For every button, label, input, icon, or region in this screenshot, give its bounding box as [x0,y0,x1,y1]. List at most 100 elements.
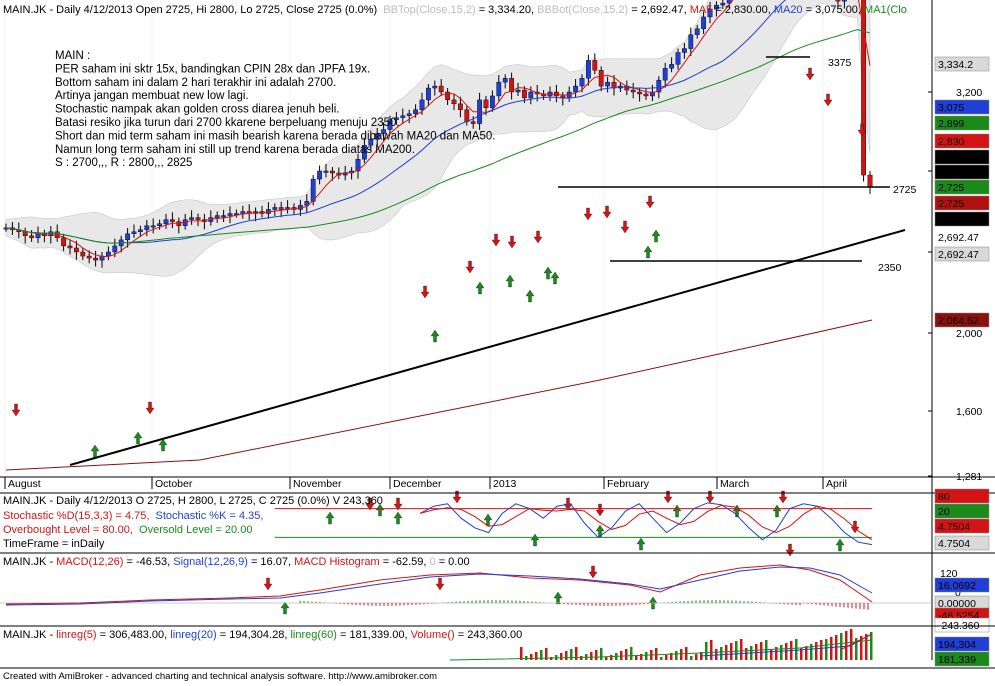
svg-text:MAIN.JK - MACD(12,26): MAIN.JK - MACD(12,26) = -46.53, Signal(1… [3,556,470,568]
stochastic-pane [275,502,873,546]
price-tag-label: 2,725 [938,152,964,164]
candle-body [272,207,278,210]
candle-body [842,0,847,2]
svg-text:MAIN.JK - Daily 4/12/2013 Open: MAIN.JK - Daily 4/12/2013 Open 2725, Hi … [3,4,907,16]
candle-body [656,79,662,93]
sell-arrow-icon [507,235,517,249]
candle-body [93,257,99,261]
candle-body [592,60,598,71]
stoch-d-label: Stochastic %D(15,3,3) = 4.75, [3,510,149,522]
svg-text:Stochastic %D(15,3,3) = 4.75,: Stochastic %D(15,3,3) = 4.75, Stochastic… [3,510,263,522]
candle-body [637,91,643,95]
bbbot-label: BBBot(Close,15,2) [537,4,628,16]
price-tick-label: 3,200 [956,87,982,99]
candle-body [496,81,502,97]
ma20-label: MA20 [774,4,803,16]
candle-body [355,158,361,172]
note-line-5: Batasi resiko jika turun dari 2700 kkare… [55,117,400,129]
price-tag-bg [934,312,990,328]
candle-body [470,121,476,124]
lr60-value: = 181,339.00, [340,629,411,641]
candle-body [381,129,386,134]
buy-arrow-icon [158,438,168,452]
stoch-os-label: Oversold Level = 20.00 [139,524,252,536]
candle-body [707,8,713,18]
price-tag-bg [934,149,990,165]
sell-arrow-icon [785,543,795,557]
candle-body [227,213,233,216]
volume-bar [735,641,738,660]
candle-body [125,233,131,241]
price-tick-label: 2,000 [956,328,982,340]
volume-bar [745,648,748,660]
volume-bar [785,643,788,660]
candle-body [835,0,841,2]
sell-arrow-icon [705,490,715,504]
candle-body [394,117,399,120]
price-tag-label: 3,075 [938,102,964,114]
date-tick-label: December [393,478,442,490]
volume-bar [655,648,658,660]
bollinger-band-area [5,0,871,277]
lr20-label: linreg(20) [170,629,216,641]
volume-bar [665,655,668,660]
sell-arrow-icon [263,577,273,591]
volume-bar [855,638,858,660]
candle-body [669,64,675,69]
candle-body [374,133,380,140]
volume-bar [805,646,808,660]
volume-bar [605,657,608,660]
date-tick-label: August [8,478,41,490]
candle-body [221,215,226,218]
price-tag-bg [934,195,990,211]
stoch-tf-label: TimeFrame = inDaily [3,538,105,550]
volume-tag-label: 194,304 [938,639,976,651]
ma5-label: MA5 [690,4,713,16]
candle-body [368,139,374,146]
bbbot-value: = 2,692.47, [631,4,689,16]
macd-tick-120: 120 [940,568,958,580]
zero-value: = 0.00 [439,556,470,568]
sell-arrow-icon [857,123,867,137]
volume-bar [860,636,863,660]
candle-body [515,89,521,93]
sell-arrow-icon [778,490,788,504]
macd-tick-0: 0 [955,587,961,599]
candle-body [86,255,92,259]
candle-body [426,87,431,101]
date-tick-label: April [826,478,847,490]
stoch-tag-label: 4.7504 [938,521,970,533]
volume-bar [540,650,543,660]
ma1-label: MA1(Clo [864,4,907,16]
candle-body [330,170,335,174]
candle-body [720,2,726,6]
candle-body [490,95,495,108]
stoch-tag-label: 4.7504 [938,538,970,550]
buy-arrow-icon [732,504,742,518]
macd-tag-label: 0.00000 [938,598,976,610]
candle-body [573,85,579,93]
volume-bar [830,637,833,660]
sell-arrow-icon [595,503,605,517]
volume-bar [690,656,693,660]
volume-bar [640,654,643,660]
volume-bar [845,631,848,660]
candle-body [310,178,316,202]
candle-body [195,217,201,220]
candle-body [131,231,137,234]
candle-body [317,170,322,180]
buy-arrow-icon [672,504,682,518]
candle-body [61,237,67,247]
macd-label: MACD(12,26) [56,556,123,568]
sell-arrow-icon [533,230,543,244]
date-tick-label: November [293,478,342,490]
buy-arrow-icon [530,533,540,547]
volume-bar [560,653,563,660]
candle-body [80,251,86,257]
candle-body [688,34,694,49]
candle-body [438,85,444,93]
volume-bar [590,652,593,660]
volume-bar [530,654,533,660]
